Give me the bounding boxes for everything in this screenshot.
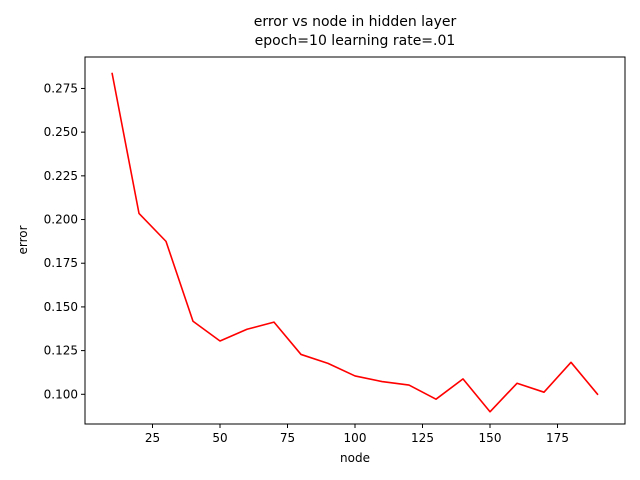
chart-title: error vs node in hidden layer bbox=[254, 14, 457, 30]
x-tick-label: 125 bbox=[411, 431, 434, 445]
chart-subtitle: epoch=10 learning rate=.01 bbox=[255, 33, 456, 49]
y-tick-label: 0.125 bbox=[44, 344, 78, 358]
y-tick-label: 0.225 bbox=[44, 169, 78, 183]
x-axis: 25 50 75 100 125 150 175 bbox=[145, 424, 569, 445]
series-line bbox=[111, 72, 599, 413]
x-tick-label: 50 bbox=[212, 431, 227, 445]
y-tick-label: 0.150 bbox=[44, 300, 78, 314]
y-tick-label: 0.275 bbox=[44, 81, 78, 95]
series-layer bbox=[111, 72, 599, 413]
y-tick-label: 0.100 bbox=[44, 387, 78, 401]
y-tick-label: 0.250 bbox=[44, 125, 78, 139]
x-tick-label: 100 bbox=[344, 431, 367, 445]
y-axis: 0.100 0.125 0.150 0.175 0.200 0.225 0.250 0.275 bbox=[44, 81, 85, 401]
y-tick-label: 0.200 bbox=[44, 213, 78, 227]
x-axis-label: node bbox=[340, 451, 370, 465]
x-tick-label: 175 bbox=[546, 431, 569, 445]
y-axis-label: error bbox=[16, 225, 30, 254]
x-tick-label: 150 bbox=[479, 431, 502, 445]
x-tick-label: 25 bbox=[145, 431, 160, 445]
y-tick-label: 0.175 bbox=[44, 256, 78, 270]
x-tick-label: 75 bbox=[280, 431, 295, 445]
